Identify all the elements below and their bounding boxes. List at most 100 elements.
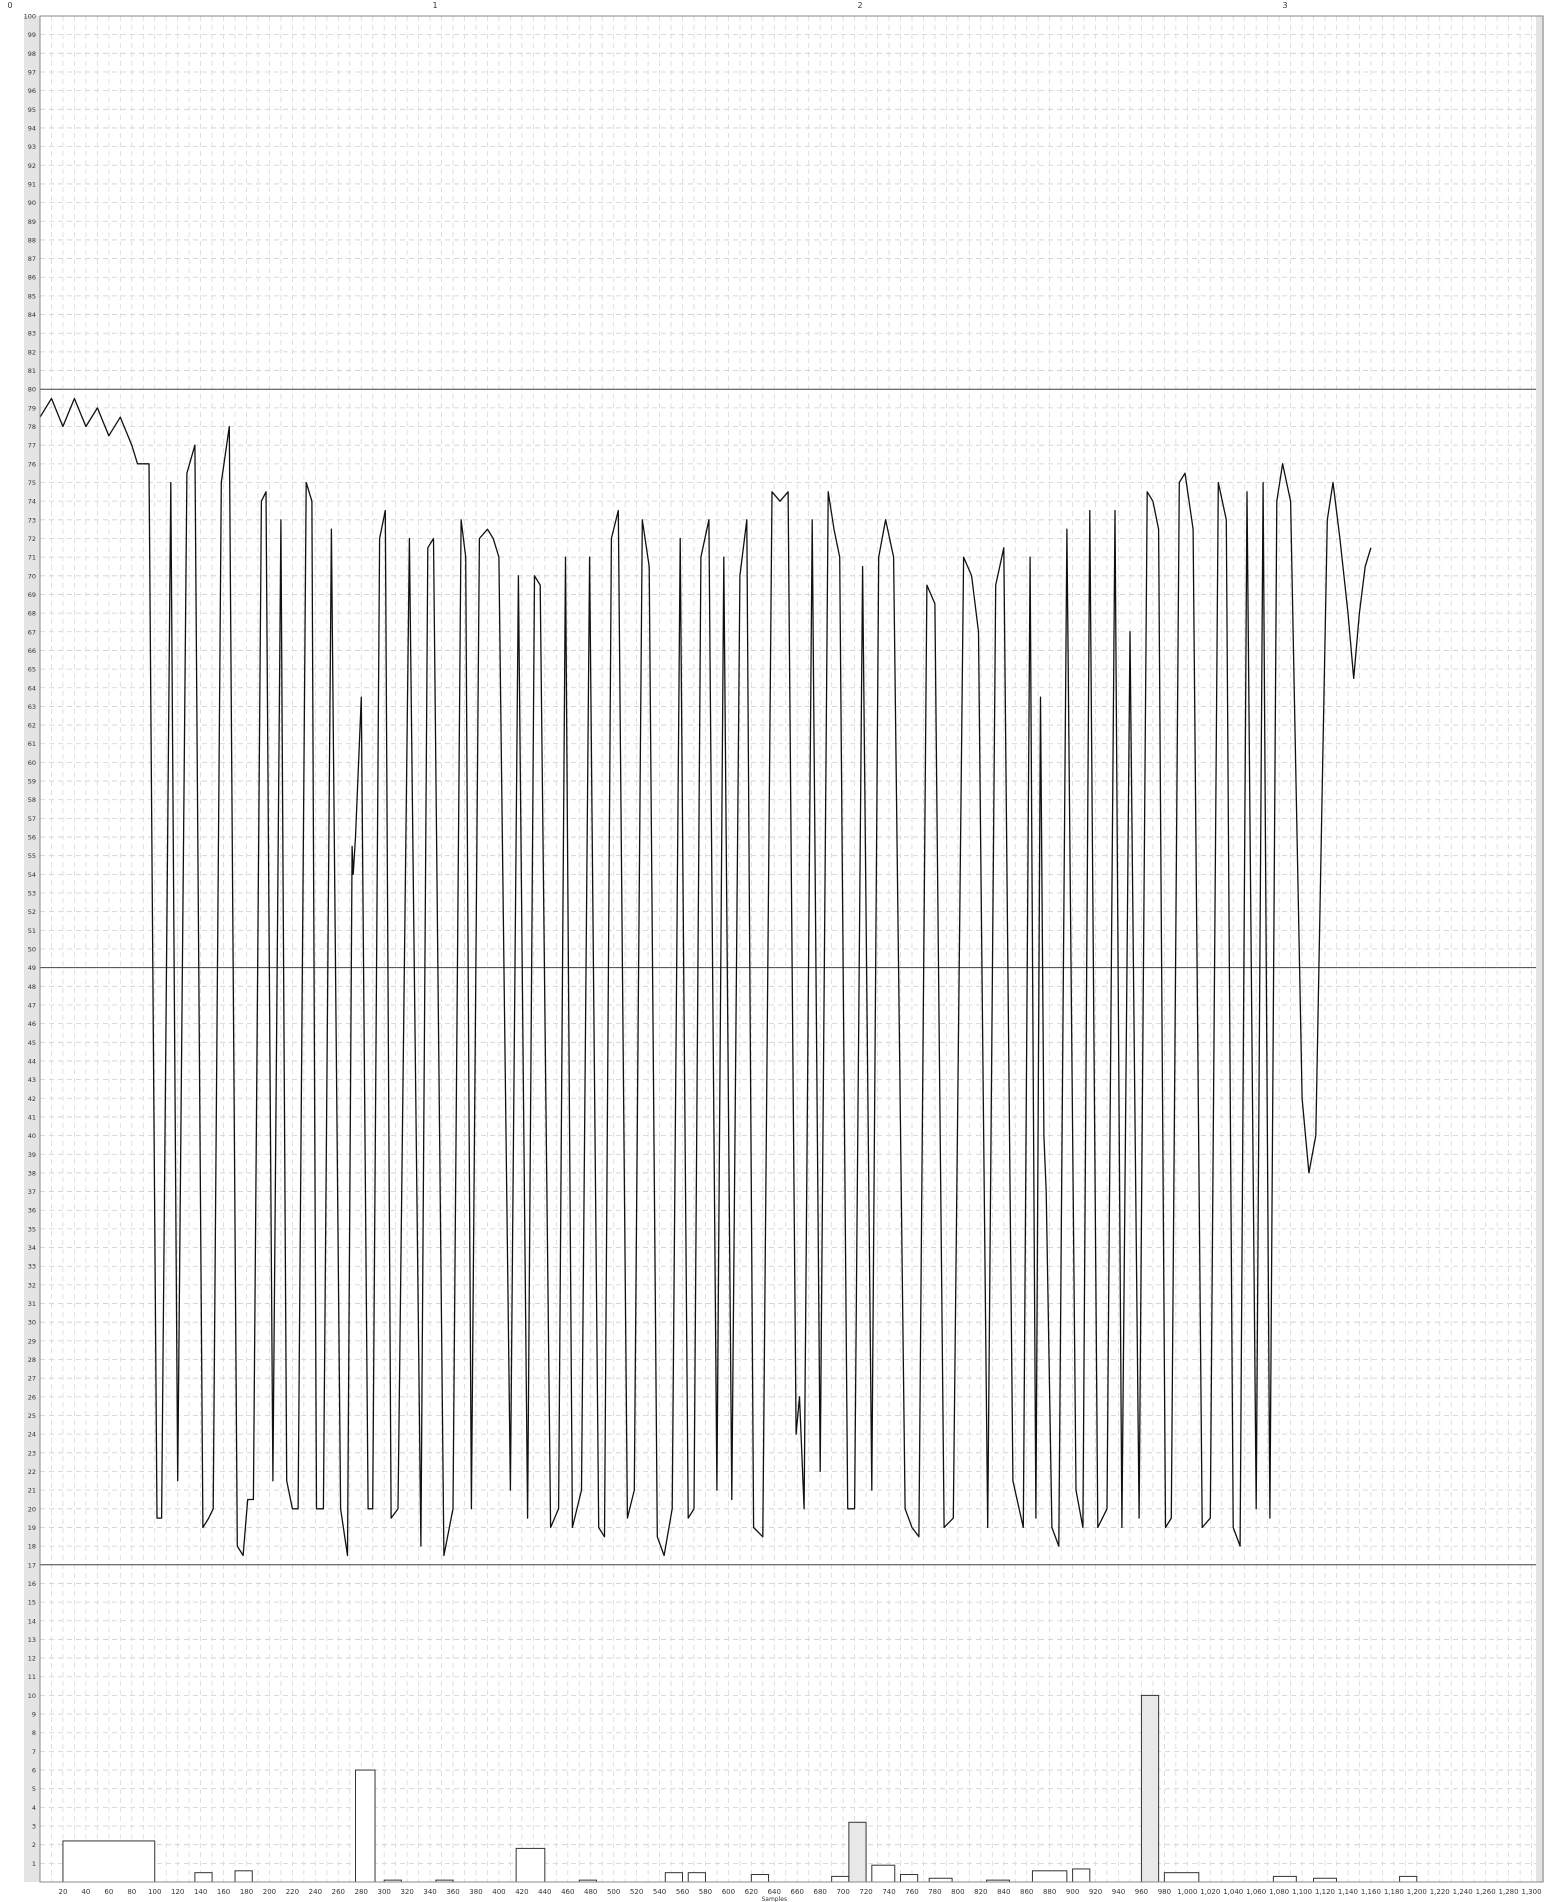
y-tick-label: 68 xyxy=(28,610,36,618)
y-tick-label: 95 xyxy=(28,106,36,114)
y-tick-label: 90 xyxy=(28,199,36,207)
y-tick-label: 64 xyxy=(28,684,36,692)
y-tick-label: 88 xyxy=(28,236,36,244)
y-tick-label: 92 xyxy=(28,162,36,170)
y-tick-label: 34 xyxy=(28,1244,36,1252)
y-tick-label: 19 xyxy=(28,1524,36,1532)
x-tick-label: 520 xyxy=(630,1888,643,1896)
y-tick-label: 5 xyxy=(32,1785,36,1793)
x-tick-label: 1,120 xyxy=(1315,1888,1335,1896)
y-tick-label: 29 xyxy=(28,1337,36,1345)
x-tick-label: 380 xyxy=(469,1888,482,1896)
y-tick-label: 12 xyxy=(28,1655,36,1663)
y-tick-label: 78 xyxy=(28,423,36,431)
x-tick-label: 940 xyxy=(1112,1888,1125,1896)
y-tick-label: 65 xyxy=(28,666,36,674)
x-tick-label: 40 xyxy=(81,1888,90,1896)
y-tick-label: 18 xyxy=(28,1543,36,1551)
right-gutter xyxy=(1536,16,1544,1882)
x-tick-label: 20 xyxy=(58,1888,67,1896)
y-tick-label: 27 xyxy=(28,1375,36,1383)
y-tick-label: 81 xyxy=(28,367,36,375)
histogram-bar xyxy=(515,1847,546,1883)
histogram-bar xyxy=(1031,1870,1068,1883)
y-tick-label: 80 xyxy=(28,386,36,394)
y-tick-label: 69 xyxy=(28,591,36,599)
y-tick-label: 86 xyxy=(28,274,36,282)
y-tick-label: 8 xyxy=(32,1729,36,1737)
x-tick-label: 460 xyxy=(561,1888,574,1896)
plot-border xyxy=(39,15,1544,1883)
top-axis-label: 3 xyxy=(1282,1,1287,10)
histogram-bar xyxy=(831,1875,850,1883)
x-tick-label: 120 xyxy=(171,1888,184,1896)
x-tick-label: 620 xyxy=(745,1888,758,1896)
left-gutter xyxy=(24,16,40,1882)
histogram-bar xyxy=(1399,1875,1418,1883)
histogram-bar xyxy=(871,1864,896,1883)
x-tick-label: 840 xyxy=(997,1888,1010,1896)
y-tick-label: 58 xyxy=(28,796,36,804)
reference-lines xyxy=(40,388,1543,1566)
x-tick-label: 860 xyxy=(1020,1888,1033,1896)
y-tick-label: 83 xyxy=(28,330,36,338)
x-tick-label: 1,300 xyxy=(1522,1888,1542,1896)
x-tick-label: 780 xyxy=(928,1888,941,1896)
histogram-bar xyxy=(1272,1875,1297,1883)
histogram-bar xyxy=(1140,1694,1160,1883)
y-tick-label: 57 xyxy=(28,815,36,823)
x-tick-label: 340 xyxy=(423,1888,436,1896)
y-tick-label: 84 xyxy=(28,311,36,319)
y-tick-label: 7 xyxy=(32,1748,36,1756)
histogram-bar xyxy=(355,1769,376,1883)
y-tick-label: 66 xyxy=(28,647,36,655)
y-tick-label: 50 xyxy=(28,946,36,954)
y-tick-label: 45 xyxy=(28,1039,36,1047)
y-tick-label: 48 xyxy=(28,983,36,991)
top-axis-label: 2 xyxy=(857,1,862,10)
x-tick-label: 1,000 xyxy=(1177,1888,1197,1896)
y-tick-label: 26 xyxy=(28,1393,36,1401)
y-tick-label: 99 xyxy=(28,31,36,39)
y-tick-label: 35 xyxy=(28,1225,36,1233)
x-tick-label: 800 xyxy=(951,1888,964,1896)
top-axis-label: 1 xyxy=(432,1,437,10)
y-tick-label: 72 xyxy=(28,535,36,543)
histogram-bar xyxy=(62,1840,156,1883)
y-tick-label: 98 xyxy=(28,50,36,58)
y-tick-label: 38 xyxy=(28,1169,36,1177)
x-tick-label: 100 xyxy=(148,1888,161,1896)
y-tick-label: 10 xyxy=(28,1692,36,1700)
x-tick-label: 240 xyxy=(309,1888,322,1896)
x-tick-label: 700 xyxy=(836,1888,849,1896)
y-tick-label: 52 xyxy=(28,908,36,916)
x-tick-label: 1,060 xyxy=(1246,1888,1266,1896)
y-tick-label: 76 xyxy=(28,460,36,468)
histogram-bar xyxy=(687,1872,706,1883)
y-tick-label: 77 xyxy=(28,442,36,450)
x-tick-label: 1,020 xyxy=(1200,1888,1220,1896)
x-tick-label: 960 xyxy=(1135,1888,1148,1896)
x-tick-label: 820 xyxy=(974,1888,987,1896)
y-tick-label: 55 xyxy=(28,852,36,860)
histogram-bar xyxy=(234,1870,253,1883)
x-tick-label: 420 xyxy=(515,1888,528,1896)
x-tick-label: 480 xyxy=(584,1888,597,1896)
x-tick-label: 1,080 xyxy=(1269,1888,1289,1896)
y-tick-label: 61 xyxy=(28,740,36,748)
y-tick-label: 44 xyxy=(28,1057,36,1065)
x-tick-label: 1,180 xyxy=(1384,1888,1404,1896)
x-tick-label: 740 xyxy=(882,1888,895,1896)
y-tick-label: 42 xyxy=(28,1095,36,1103)
y-tick-label: 75 xyxy=(28,479,36,487)
x-tick-label: 320 xyxy=(400,1888,413,1896)
axes: 1234567891011121314151617181920212223242… xyxy=(7,1,1544,1902)
histogram-bar xyxy=(194,1872,213,1883)
y-tick-label: 79 xyxy=(28,404,36,412)
y-tick-label: 4 xyxy=(32,1804,36,1812)
x-tick-label: 200 xyxy=(263,1888,276,1896)
y-tick-label: 31 xyxy=(28,1300,36,1308)
x-tick-label: 880 xyxy=(1043,1888,1056,1896)
x-tick-label: 1,040 xyxy=(1223,1888,1243,1896)
y-tick-label: 51 xyxy=(28,927,36,935)
